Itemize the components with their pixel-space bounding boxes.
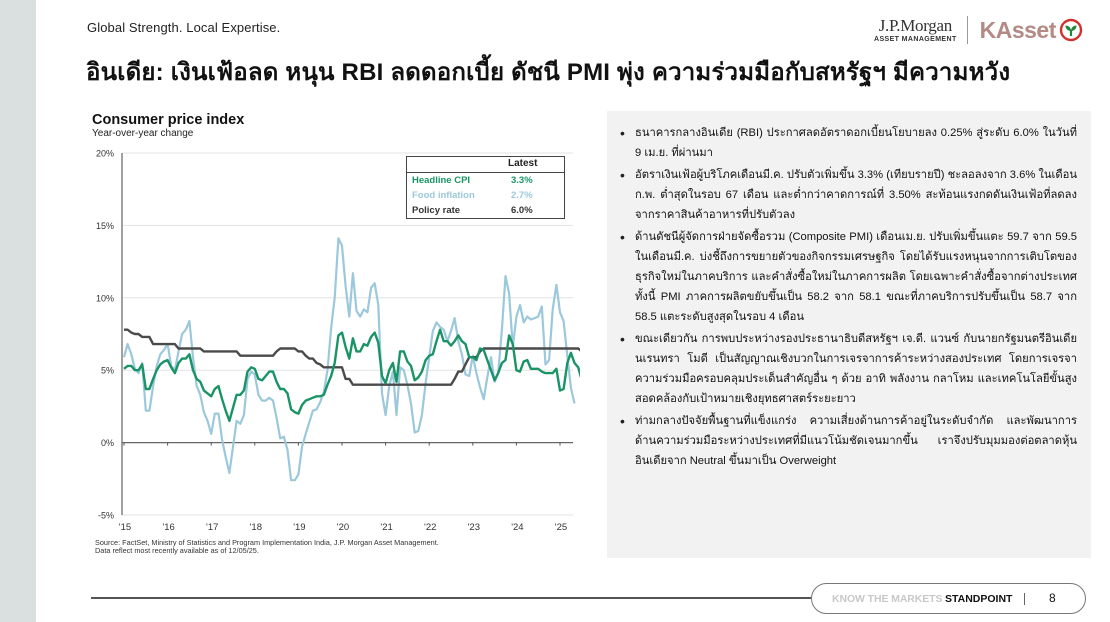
legend-label: Policy rate [412, 205, 461, 216]
food-inflation-line [122, 237, 576, 482]
legend-row-policy-rate: Policy rate 6.0% [412, 205, 562, 219]
bullet-overweight-view: ท่ามกลางปัจจัยพื้นฐานที่แข็งแกร่ง ความเส… [620, 411, 1077, 471]
chart-subtitle: Year-over-year change [92, 128, 194, 139]
footer-standpoint: STANDPOINT [945, 593, 1013, 605]
bullet-rbi-rate-cut: ธนาคารกลางอินเดีย (RBI) ประกาศลดอัตราดอก… [620, 123, 1077, 163]
source-line-1: Source: FactSet, Ministry of Statistics … [95, 538, 439, 547]
y-tick-label: 0% [101, 438, 114, 448]
x-tick-label: '20 [337, 522, 349, 533]
chart-source: Source: FactSet, Ministry of Statistics … [95, 539, 439, 555]
cpi-line-chart: 20% 15% 10% 5% 0% -5% '15 '16 '17 '18 '19 '20 '21 '22… [96, 149, 580, 533]
x-tick-label: '23 [468, 522, 480, 533]
legend-header: Latest [407, 157, 564, 173]
x-tick-label: '19 [293, 522, 305, 533]
y-tick-label: 5% [101, 366, 114, 376]
y-tick-label: 20% [96, 149, 114, 159]
legend-value: 3.3% [511, 175, 533, 186]
logo-group: J.P.Morgan ASSET MANAGEMENT KAsset [874, 12, 1083, 48]
legend-label: Headline CPI [412, 175, 471, 186]
x-tick-label: '18 [250, 522, 262, 533]
legend-row-headline-cpi: Headline CPI 3.3% [412, 175, 562, 189]
logo-divider [966, 16, 968, 44]
y-tick-label: 15% [96, 221, 114, 231]
footer-know-the-markets: KNOW THE MARKETS [832, 593, 943, 605]
bullet-us-india-talks: ขณะเดียวกัน การพบประหว่างรองประธานาธิบดี… [620, 329, 1077, 409]
y-tick-label: 10% [96, 293, 114, 303]
kasset-logo: KAsset [980, 17, 1083, 44]
legend-label: Food inflation [412, 190, 475, 201]
commentary-panel: ธนาคารกลางอินเดีย (RBI) ประกาศลดอัตราดอก… [607, 111, 1091, 558]
footer-separator [1024, 593, 1025, 605]
x-tick-label: '15 [119, 522, 131, 533]
page-title: อินเดีย: เงินเฟ้อลด หนุน RBI ลดดอกเบี้ย … [86, 59, 1011, 86]
jpmorgan-logo-sub: ASSET MANAGEMENT [874, 35, 957, 43]
page-number: 8 [1049, 591, 1056, 605]
x-tick-label: '17 [206, 522, 218, 533]
jpmorgan-logo-name: J.P.Morgan [878, 15, 953, 35]
jpmorgan-logo: J.P.Morgan ASSET MANAGEMENT [874, 15, 957, 44]
legend-value: 6.0% [511, 205, 533, 216]
x-tick-label: '22 [424, 522, 436, 533]
policy-rate-line [124, 328, 580, 386]
y-tick-label: -5% [98, 511, 114, 521]
legend-header-latest: Latest [508, 158, 538, 169]
x-tick-label: '16 [162, 522, 174, 533]
source-line-2: Data reflect most recently available as … [95, 546, 259, 555]
x-tick-label: '24 [511, 522, 523, 533]
footer-badge: KNOW THE MARKETS STANDPOINT 8 [811, 583, 1086, 614]
legend-value: 2.7% [511, 190, 533, 201]
kasset-leaf-icon [1059, 18, 1083, 42]
footer-divider [91, 597, 813, 599]
x-tick-label: '21 [380, 522, 392, 533]
commentary-bullets: ธนาคารกลางอินเดีย (RBI) ประกาศลดอัตราดอก… [607, 111, 1091, 471]
chart-title: Consumer price index [92, 112, 245, 128]
kasset-logo-text: KAsset [979, 16, 1057, 43]
chart-legend-table: Latest Headline CPI 3.3% Food inflation … [406, 156, 565, 219]
bullet-composite-pmi: ด้านดัชนีผู้จัดการฝ่ายจัดซื้อรวม (Compos… [620, 227, 1077, 327]
tagline: Global Strength. Local Expertise. [87, 20, 281, 35]
legend-row-food-inflation: Food inflation 2.7% [412, 190, 562, 204]
bullet-cpi-inflation: อัตราเงินเฟ้อผู้บริโภคเดือนมี.ค. ปรับตัว… [620, 165, 1077, 225]
headline-cpi-line [123, 328, 580, 423]
left-side-band [0, 0, 36, 622]
x-tick-label: '25 [555, 522, 567, 533]
